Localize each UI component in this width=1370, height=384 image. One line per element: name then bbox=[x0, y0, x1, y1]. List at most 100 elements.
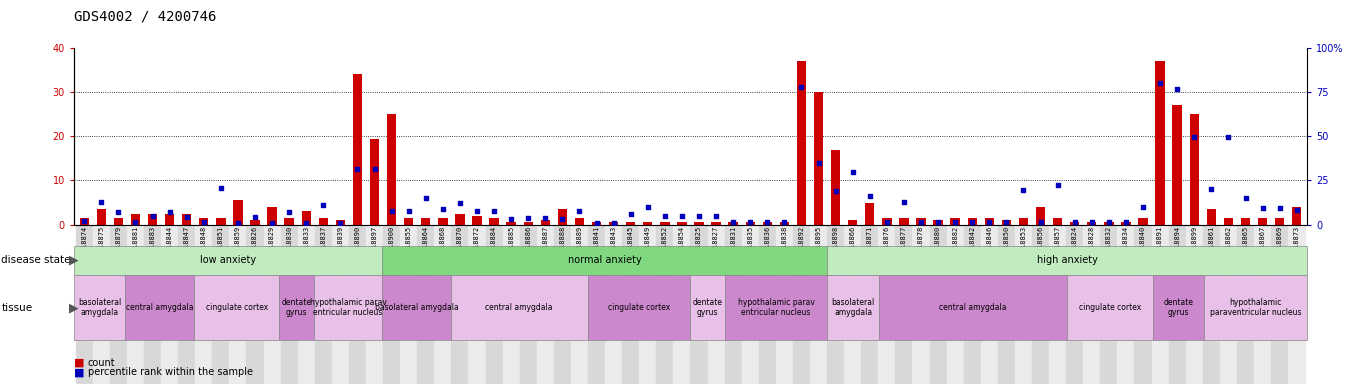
Bar bbox=[164, 214, 174, 225]
Bar bbox=[575, 218, 584, 225]
Bar bbox=[418, 225, 434, 384]
Point bbox=[585, 220, 607, 226]
Text: cingulate cortex: cingulate cortex bbox=[1080, 303, 1141, 312]
Bar bbox=[592, 222, 601, 225]
Point bbox=[1234, 195, 1256, 201]
Point bbox=[534, 215, 556, 222]
Point bbox=[875, 219, 897, 225]
Point bbox=[1166, 86, 1188, 92]
Point bbox=[90, 199, 112, 205]
Point bbox=[484, 207, 506, 214]
Bar bbox=[917, 218, 926, 225]
Bar bbox=[707, 225, 725, 384]
Point bbox=[927, 219, 949, 225]
Point bbox=[859, 193, 881, 199]
Bar bbox=[541, 220, 549, 225]
Bar bbox=[759, 225, 775, 384]
Bar bbox=[162, 225, 178, 384]
Bar bbox=[741, 225, 759, 384]
Bar bbox=[523, 222, 533, 225]
Text: ■: ■ bbox=[74, 367, 85, 377]
Point bbox=[825, 188, 847, 194]
Bar bbox=[729, 222, 738, 225]
Bar bbox=[485, 225, 503, 384]
Bar bbox=[588, 225, 606, 384]
Text: low anxiety: low anxiety bbox=[200, 255, 256, 265]
Point bbox=[1184, 134, 1206, 140]
Text: central amygdala: central amygdala bbox=[485, 303, 553, 312]
Bar bbox=[1185, 225, 1203, 384]
Bar bbox=[1292, 207, 1301, 225]
Bar bbox=[930, 225, 947, 384]
Bar bbox=[763, 222, 773, 225]
Bar bbox=[421, 218, 430, 225]
Point bbox=[841, 169, 863, 175]
Bar bbox=[780, 222, 789, 225]
Text: disease state: disease state bbox=[1, 255, 71, 265]
Bar bbox=[1032, 225, 1049, 384]
Point bbox=[603, 220, 625, 226]
Bar bbox=[933, 220, 943, 225]
Bar bbox=[896, 225, 912, 384]
Bar bbox=[434, 225, 451, 384]
Bar bbox=[386, 114, 396, 225]
Bar bbox=[404, 218, 414, 225]
Bar bbox=[1288, 225, 1306, 384]
Text: high anxiety: high anxiety bbox=[1037, 255, 1097, 265]
Text: basolateral
amygdala: basolateral amygdala bbox=[78, 298, 122, 317]
Point bbox=[518, 215, 540, 222]
Bar bbox=[745, 222, 755, 225]
Bar bbox=[455, 214, 464, 225]
Point bbox=[790, 84, 812, 90]
Bar bbox=[267, 207, 277, 225]
Bar bbox=[1258, 218, 1267, 225]
Point bbox=[552, 216, 574, 222]
Point bbox=[73, 218, 95, 224]
Point bbox=[1047, 182, 1069, 188]
Bar bbox=[400, 225, 418, 384]
Bar bbox=[263, 225, 281, 384]
Point bbox=[347, 166, 369, 172]
Point bbox=[569, 207, 590, 214]
Bar bbox=[711, 222, 721, 225]
Bar bbox=[281, 225, 297, 384]
Point bbox=[125, 219, 147, 225]
Bar bbox=[301, 212, 311, 225]
Point bbox=[807, 160, 829, 166]
Point bbox=[227, 220, 249, 226]
Bar bbox=[985, 218, 995, 225]
Bar bbox=[196, 225, 212, 384]
Point bbox=[210, 184, 232, 190]
Bar bbox=[827, 225, 844, 384]
Point bbox=[637, 204, 659, 210]
Bar bbox=[899, 218, 908, 225]
Point bbox=[1081, 219, 1103, 225]
Text: normal anxiety: normal anxiety bbox=[569, 255, 641, 265]
Bar bbox=[233, 200, 242, 225]
Bar bbox=[1155, 61, 1164, 225]
Point bbox=[1218, 134, 1240, 140]
Bar bbox=[1237, 225, 1254, 384]
Bar bbox=[882, 218, 892, 225]
Bar bbox=[1121, 222, 1130, 225]
Bar bbox=[878, 225, 896, 384]
Text: hypothalamic parav
entricular nucleus: hypothalamic parav entricular nucleus bbox=[310, 298, 386, 317]
Bar bbox=[571, 225, 588, 384]
Bar bbox=[503, 225, 519, 384]
Bar bbox=[469, 225, 485, 384]
Text: central amygdala: central amygdala bbox=[126, 303, 193, 312]
Bar bbox=[797, 61, 806, 225]
Bar bbox=[1001, 220, 1011, 225]
Bar bbox=[725, 225, 741, 384]
Point bbox=[1115, 219, 1137, 225]
Bar bbox=[1203, 225, 1219, 384]
Bar bbox=[519, 225, 537, 384]
Bar bbox=[690, 225, 707, 384]
Bar bbox=[178, 225, 196, 384]
Text: ▶: ▶ bbox=[68, 301, 78, 314]
Bar bbox=[1054, 218, 1062, 225]
Bar bbox=[832, 150, 840, 225]
Text: cingulate cortex: cingulate cortex bbox=[608, 303, 670, 312]
Bar bbox=[1271, 225, 1288, 384]
Bar bbox=[1152, 225, 1169, 384]
